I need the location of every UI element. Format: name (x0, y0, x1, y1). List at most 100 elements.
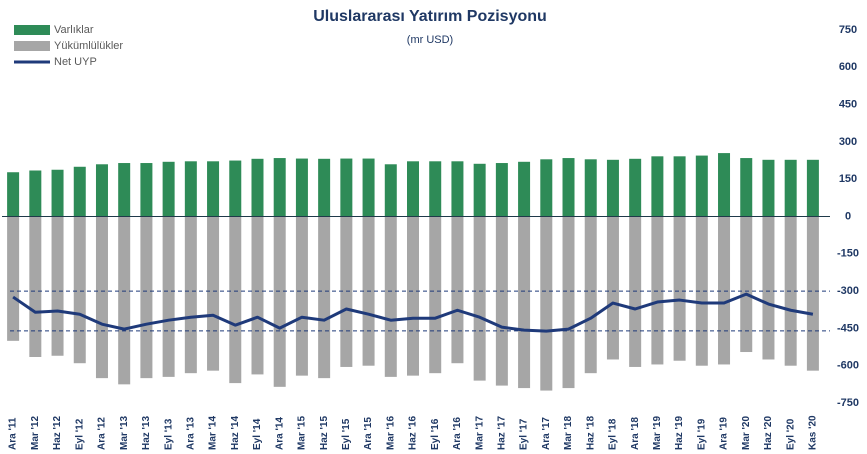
x-tick-label: Mar '13 (119, 415, 130, 450)
bar (229, 216, 242, 384)
bar (251, 216, 264, 375)
x-tick-label: Mar '14 (208, 415, 219, 450)
x-tick-label: Ara '17 (541, 417, 552, 450)
bar (118, 163, 131, 217)
bar (140, 163, 153, 217)
x-tick-label: Ara '13 (185, 417, 196, 450)
chart-subtitle: (mr USD) (407, 34, 453, 46)
legend-swatch (14, 41, 50, 51)
bar (606, 216, 619, 360)
bar (629, 216, 642, 367)
bar (407, 161, 419, 217)
legend-swatch (14, 25, 50, 35)
y-tick-label: -600 (837, 360, 859, 372)
x-tick-label: Haz '15 (319, 415, 330, 450)
bar (784, 159, 797, 217)
x-tick-label: Eyl '19 (696, 418, 707, 450)
bar (273, 216, 286, 387)
x-tick-label: Ara '19 (719, 417, 730, 450)
bar (562, 216, 575, 389)
bar (518, 161, 531, 217)
x-tick-label: Ara '14 (274, 417, 285, 450)
bar (362, 158, 375, 217)
bar (629, 158, 642, 217)
bar (495, 163, 508, 217)
x-tick-label: Haz '16 (408, 415, 419, 450)
bar (340, 158, 353, 217)
bar (384, 216, 397, 377)
bar (451, 216, 464, 364)
bar (73, 166, 86, 217)
bar (806, 216, 819, 371)
bar (718, 153, 731, 217)
bar (51, 216, 64, 356)
x-tick-label: Eyl '14 (252, 418, 263, 450)
bar (118, 216, 131, 385)
y-tick-label: -300 (837, 285, 859, 297)
bar (562, 158, 575, 217)
y-tick-label: -750 (837, 397, 859, 409)
bar (207, 216, 220, 371)
bar (429, 161, 442, 217)
bar (606, 159, 619, 217)
x-tick-label: Mar '18 (563, 415, 574, 450)
bar (495, 216, 508, 386)
bar (673, 216, 686, 361)
x-tick-label: Ara '12 (97, 417, 108, 450)
x-tick-label: Mar '12 (30, 415, 41, 450)
bar (95, 164, 108, 217)
x-tick-label: Haz '19 (674, 415, 685, 450)
bar (295, 216, 308, 376)
bar (384, 164, 397, 217)
legend-label: Yükümlülükler (54, 40, 123, 52)
bar (740, 216, 753, 353)
y-tick-label: 150 (839, 173, 857, 185)
bar (740, 158, 753, 217)
bar (29, 216, 42, 357)
x-tick-label: Ara '16 (452, 417, 463, 450)
y-tick-label: 450 (839, 99, 857, 111)
legend-label: Varlıklar (54, 24, 94, 36)
bar (7, 216, 20, 341)
bar (407, 216, 419, 376)
x-tick-label: Eyl '13 (163, 418, 174, 450)
bar (584, 216, 597, 374)
x-tick-label: Ara '18 (630, 417, 641, 450)
bar (651, 156, 664, 217)
bar (229, 160, 242, 217)
bar (295, 158, 308, 217)
x-tick-label: Mar '19 (652, 415, 663, 450)
bar (540, 216, 553, 391)
x-tick-label: Ara '15 (363, 417, 374, 450)
bar (473, 216, 486, 381)
bar (695, 155, 708, 217)
bar (451, 161, 464, 217)
bar (429, 216, 442, 374)
bar (29, 170, 42, 217)
net-line (12, 292, 814, 333)
bar (162, 161, 175, 217)
bar (207, 161, 220, 217)
bar (73, 216, 86, 364)
bar (340, 216, 353, 367)
y-tick-label: 0 (845, 210, 851, 222)
x-tick-label: Mar '17 (474, 415, 485, 450)
bar (673, 156, 686, 217)
x-tick-label: Haz '17 (497, 415, 508, 450)
x-tick-label: Eyl '18 (608, 418, 619, 450)
bar (540, 159, 553, 217)
x-tick-label: Haz '18 (585, 415, 596, 450)
x-tick-label: Eyl '16 (430, 418, 441, 450)
x-tick-label: Eyl '20 (785, 418, 796, 450)
bar (318, 158, 331, 217)
x-tick-label: Haz '12 (52, 415, 63, 450)
bar (762, 216, 775, 360)
bar (184, 161, 197, 217)
bar (140, 216, 153, 379)
bar (184, 216, 197, 374)
chart-title: Uluslararası Yatırım Pozisyonu (313, 8, 547, 25)
y-tick-label: -150 (837, 248, 859, 260)
x-tick-label: Eyl '17 (519, 418, 530, 450)
x-tick-label: Eyl '12 (74, 418, 85, 450)
